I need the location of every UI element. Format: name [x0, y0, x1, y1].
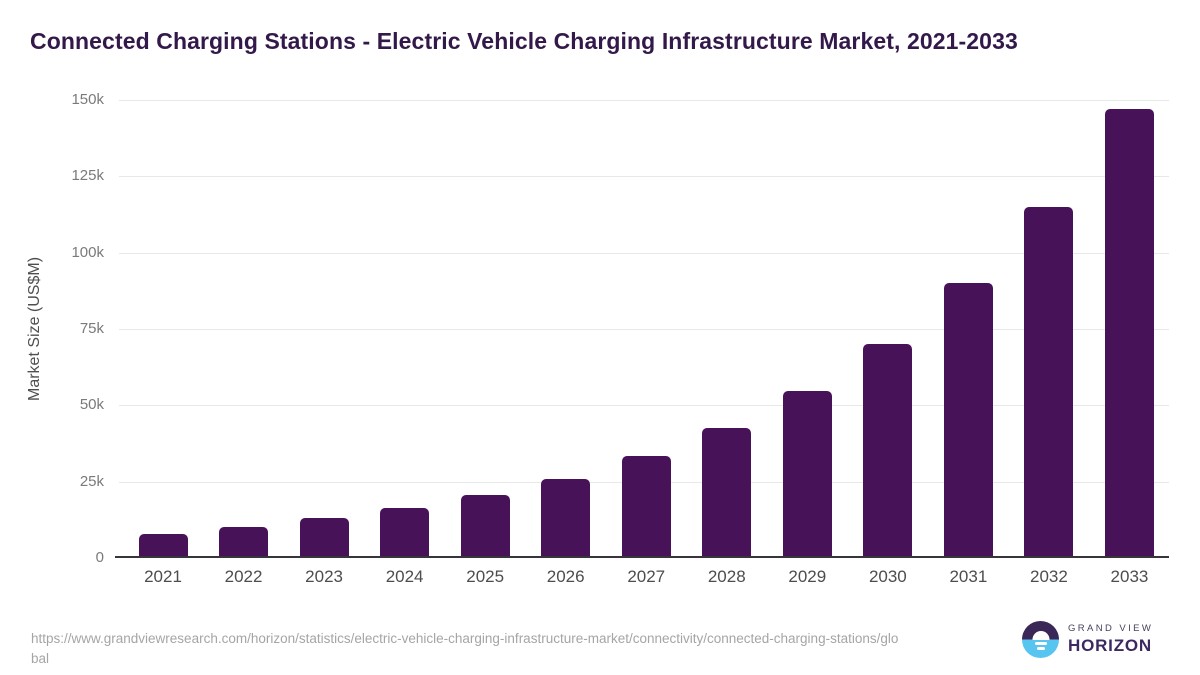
y-tick-label: 150k	[71, 91, 104, 108]
gridline	[119, 176, 1169, 178]
plot-area	[115, 100, 1169, 558]
bar-2032	[1024, 206, 1074, 556]
bar-2030	[863, 343, 913, 556]
x-tick-label: 2028	[707, 567, 746, 586]
x-tick-label: 2021	[144, 567, 182, 586]
gridline	[119, 252, 1169, 254]
x-tick-label: 2029	[788, 567, 827, 586]
x-tick-label: 2025	[466, 567, 505, 586]
bar-2029	[782, 390, 832, 556]
bar-2028	[702, 427, 752, 556]
x-tick-label: 2023	[305, 567, 343, 586]
grand-view-horizon-logo-icon	[1022, 621, 1059, 658]
brand-name-top: GRAND VIEW	[1068, 623, 1154, 634]
y-tick-label: 0	[95, 549, 104, 566]
brand-text: GRAND VIEW HORIZON	[1068, 623, 1153, 656]
logo-sun-shape	[1032, 630, 1049, 640]
bar-2022	[219, 527, 269, 556]
brand-name-bottom: HORIZON	[1068, 636, 1152, 655]
y-tick-label: 125k	[71, 167, 104, 185]
gridline	[119, 329, 1169, 330]
gridline	[119, 100, 1169, 101]
y-tick-label: 75k	[79, 320, 104, 337]
brand-logo: GRAND VIEW HORIZON	[1022, 621, 1153, 658]
bar-2033	[1104, 109, 1154, 556]
bar-2027	[621, 455, 671, 556]
y-tick-label: 100k	[71, 243, 104, 261]
bar-2026	[541, 479, 591, 556]
x-tick-label: 2024	[385, 567, 424, 586]
x-tick-label: 2031	[949, 567, 988, 586]
x-tick-label: 2022	[224, 567, 263, 586]
gridline	[119, 405, 1169, 407]
source-url: https://www.grandviewresearch.com/horizo…	[31, 631, 899, 666]
chart-title: Connected Charging Stations - Electric V…	[30, 28, 1018, 54]
logo-reflection-line	[1036, 647, 1045, 650]
bar-2024	[380, 507, 430, 556]
y-tick-label: 50k	[79, 396, 104, 414]
x-tick-label: 2030	[868, 567, 907, 586]
bar-2023	[299, 518, 349, 556]
y-tick-labels: 0 25k 50k 75k 100k 125k 150k	[0, 91, 104, 566]
bar-2031	[943, 283, 993, 556]
x-tick-label: 2026	[546, 567, 585, 586]
x-tick-label: 2027	[627, 567, 666, 586]
x-tick-label: 2032	[1030, 567, 1068, 586]
y-tick-label: 25k	[79, 472, 104, 490]
bar-2021	[138, 534, 188, 556]
x-tick-label: 2033	[1110, 567, 1149, 586]
x-tick-labels: 2021 2022 2023 2024 2025 2026 2027 2028 2029 2030…	[115, 567, 1169, 591]
bar-2025	[460, 494, 510, 556]
logo-reflection-line	[1034, 642, 1047, 645]
